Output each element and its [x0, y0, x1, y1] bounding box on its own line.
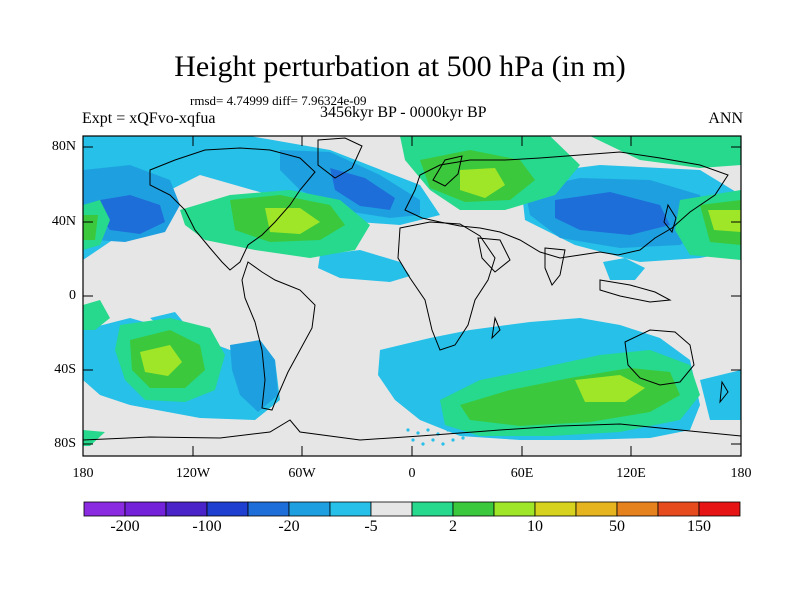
- colorbar-swatch: [534, 501, 577, 517]
- colorbar-swatch: [411, 501, 454, 517]
- colorbar-label: -20: [278, 518, 300, 535]
- season-label: ANN: [708, 110, 743, 127]
- y-tick-label: 80N: [51, 139, 76, 154]
- colorbar-label: -100: [192, 518, 222, 535]
- y-tick-label: 40N: [51, 214, 76, 229]
- x-tick-label: 0: [408, 466, 416, 481]
- colorbar-label: -200: [110, 518, 140, 535]
- colorbar-label: 10: [527, 518, 543, 535]
- map-panel: [83, 136, 741, 456]
- experiment-label: Expt = xQFvo-xqfua: [82, 110, 216, 127]
- colorbar-label: -5: [364, 518, 378, 535]
- colorbar-swatch: [370, 501, 413, 517]
- colorbar-label: 150: [687, 518, 711, 535]
- x-tick-label: 120W: [175, 466, 211, 481]
- x-axis-ticks: [82, 136, 742, 456]
- plot-title: Height perturbation at 500 hPa (in m): [174, 50, 626, 83]
- y-tick-label: 80S: [54, 436, 76, 451]
- colorbar-swatch: [83, 501, 126, 517]
- colorbar-swatch: [288, 501, 331, 517]
- period-label: 3456kyr BP - 0000kyr BP: [320, 104, 487, 121]
- colorbar-swatch: [329, 501, 372, 517]
- colorbar-swatch: [657, 501, 700, 517]
- coastlines: [83, 137, 741, 441]
- colorbar-swatch: [124, 501, 167, 517]
- peak-positive-fields: [140, 168, 741, 402]
- core-negative-fields: [98, 168, 670, 235]
- colorbar: [83, 501, 741, 517]
- y-axis-ticks: [83, 146, 741, 445]
- x-tick-label: 180: [72, 466, 94, 481]
- colorbar-swatch: [616, 501, 659, 517]
- colorbar-swatch: [206, 501, 249, 517]
- colorbar-swatch: [452, 501, 495, 517]
- colorbar-swatch: [575, 501, 618, 517]
- y-tick-label: 0: [69, 288, 76, 303]
- x-tick-label: 120E: [616, 466, 646, 481]
- colorbar-label: 50: [609, 518, 625, 535]
- colorbar-swatch: [493, 501, 536, 517]
- colorbar-label: 2: [449, 518, 457, 535]
- x-tick-label: 60E: [510, 466, 534, 481]
- colorbar-swatch: [165, 501, 208, 517]
- y-tick-label: 40S: [54, 362, 76, 377]
- x-tick-label: 180: [730, 466, 752, 481]
- colorbar-swatch: [698, 501, 741, 517]
- x-tick-label: 60W: [288, 466, 316, 481]
- colorbar-swatch: [247, 501, 290, 517]
- stats-text: rmsd= 4.74999 diff= 7.96324e-09: [190, 93, 367, 108]
